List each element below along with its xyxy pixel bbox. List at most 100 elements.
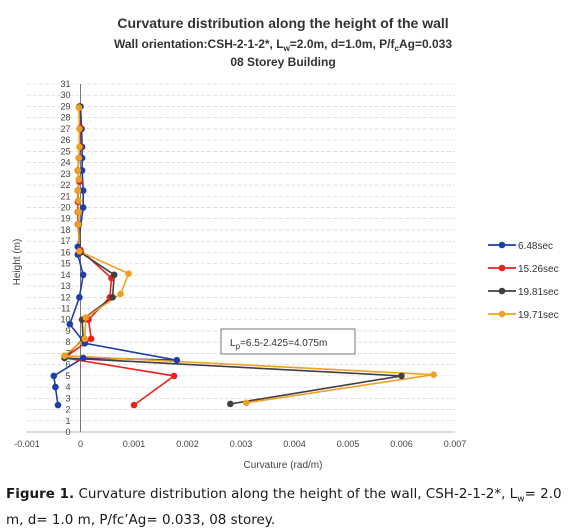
y-tick-label: 8: [65, 337, 70, 347]
y-tick-label: 19: [60, 214, 70, 224]
data-point: [79, 204, 87, 211]
x-tick-label: 0.006: [390, 439, 413, 449]
x-tick-label: 0.002: [176, 439, 199, 449]
data-point: [75, 104, 83, 111]
legend: 6.48sec 15.26sec 19.81sec 19.71sec: [488, 241, 559, 321]
data-point: [125, 270, 132, 278]
caption-sub: w: [517, 494, 525, 505]
y-tick-label: 11: [61, 304, 70, 314]
y-tick-label: 10: [60, 315, 70, 325]
data-point: [173, 356, 181, 364]
data-point: [50, 372, 58, 380]
legend-marker: [498, 264, 506, 272]
x-tick-label: 0.005: [337, 439, 360, 449]
data-point: [76, 143, 83, 151]
legend-label: 6.48sec: [518, 241, 553, 252]
y-tick-label: 24: [60, 158, 70, 168]
annotation-box: Lp=6.5-2.425=4.075m: [220, 328, 356, 355]
y-tick-label: 1: [65, 416, 70, 426]
y-tick-label: 9: [65, 326, 70, 336]
data-point: [76, 125, 83, 133]
y-tick-label: 2: [65, 405, 70, 415]
data-point: [79, 354, 87, 362]
data-point: [398, 372, 405, 380]
y-tick-labels: 0123456789101112131415161718192021222324…: [60, 79, 70, 437]
y-tick-label: 31: [60, 79, 70, 89]
data-point: [110, 271, 118, 279]
y-tick-label: 26: [60, 135, 70, 145]
data-point: [170, 372, 178, 380]
x-tick-label: -0.001: [14, 439, 40, 449]
legend-label: 19.81sec: [518, 287, 559, 298]
data-point: [430, 371, 437, 379]
y-tick-label: 22: [60, 180, 70, 190]
data-point: [109, 294, 116, 301]
y-tick-label: 23: [60, 169, 70, 179]
y-tick-label: 29: [60, 101, 70, 111]
y-tick-label: 30: [60, 90, 70, 100]
y-tick-label: 27: [60, 124, 70, 134]
x-tick-label: 0.004: [283, 439, 306, 449]
chart: Curvature distribution along the height …: [12, 15, 559, 471]
y-tick-label: 20: [60, 202, 70, 212]
caption-text-2: = 2.0 m, d= 1.0 m, P/fc’Ag= 0.033, 08 st…: [6, 486, 562, 528]
annotation-text: Lp=6.5-2.425=4.075m: [230, 338, 327, 351]
data-point: [130, 401, 138, 409]
legend-label: 19.71sec: [518, 310, 559, 321]
x-tick-label: 0: [78, 439, 83, 449]
data-point: [74, 167, 82, 174]
x-axis-label: Curvature (rad/m): [244, 460, 323, 471]
chart-subtitle-storey: 08 Storey Building: [230, 55, 335, 69]
y-tick-label: 15: [60, 259, 70, 269]
series-line-3: [62, 107, 434, 404]
data-point: [75, 221, 82, 228]
data-point: [75, 176, 83, 183]
y-tick-label: 6: [65, 360, 70, 370]
x-tick-label: 0.001: [123, 439, 146, 449]
chart-subtitle: Wall orientation:CSH-2-1-2*, Lw=2.0m, d=…: [114, 37, 452, 53]
figure-caption: Figure 1. Curvature distribution along t…: [6, 484, 572, 530]
y-tick-label: 14: [60, 270, 70, 280]
y-tick-label: 5: [65, 371, 70, 381]
data-point: [75, 208, 82, 216]
data-point: [75, 197, 82, 204]
data-point: [76, 248, 83, 255]
data-point: [227, 400, 234, 408]
y-tick-label: 28: [60, 113, 70, 123]
x-tick-label: 0.003: [230, 439, 253, 449]
legend-marker: [498, 287, 506, 295]
caption-label: Figure 1.: [6, 486, 75, 502]
data-point: [81, 335, 89, 343]
y-tick-label: 0: [65, 427, 70, 437]
data-point: [61, 352, 68, 360]
data-point: [82, 314, 90, 321]
data-point: [79, 271, 87, 279]
caption-text-1: Curvature distribution along the height …: [74, 486, 518, 502]
y-tick-label: 25: [60, 146, 70, 156]
x-tick-labels: -0.001 0 0.001 0.002 0.003 0.004 0.005 0.006 0.0…: [14, 439, 466, 449]
legend-label: 15.26sec: [518, 264, 559, 275]
y-tick-label: 21: [60, 191, 70, 201]
y-axis-label: Height (m): [12, 239, 23, 286]
data-point: [52, 383, 59, 391]
y-tick-label: 3: [65, 393, 70, 403]
legend-marker: [498, 241, 506, 249]
data-point: [79, 187, 87, 194]
series-points: [50, 103, 437, 409]
y-tick-label: 4: [65, 382, 70, 392]
data-point: [74, 187, 82, 194]
y-tick-label: 18: [60, 225, 70, 235]
data-point: [243, 399, 250, 407]
x-tick-label: 0.007: [444, 439, 467, 449]
y-tick-label: 13: [60, 281, 70, 291]
data-point: [54, 401, 62, 409]
data-point: [66, 320, 74, 328]
y-tick-label: 12: [60, 292, 70, 302]
data-point: [87, 335, 95, 343]
data-point: [117, 290, 124, 298]
data-point: [76, 294, 83, 301]
chart-title: Curvature distribution along the height …: [117, 15, 448, 31]
y-tick-label: 17: [60, 236, 70, 246]
y-tick-label: 16: [60, 247, 70, 257]
gridlines: [27, 83, 455, 433]
